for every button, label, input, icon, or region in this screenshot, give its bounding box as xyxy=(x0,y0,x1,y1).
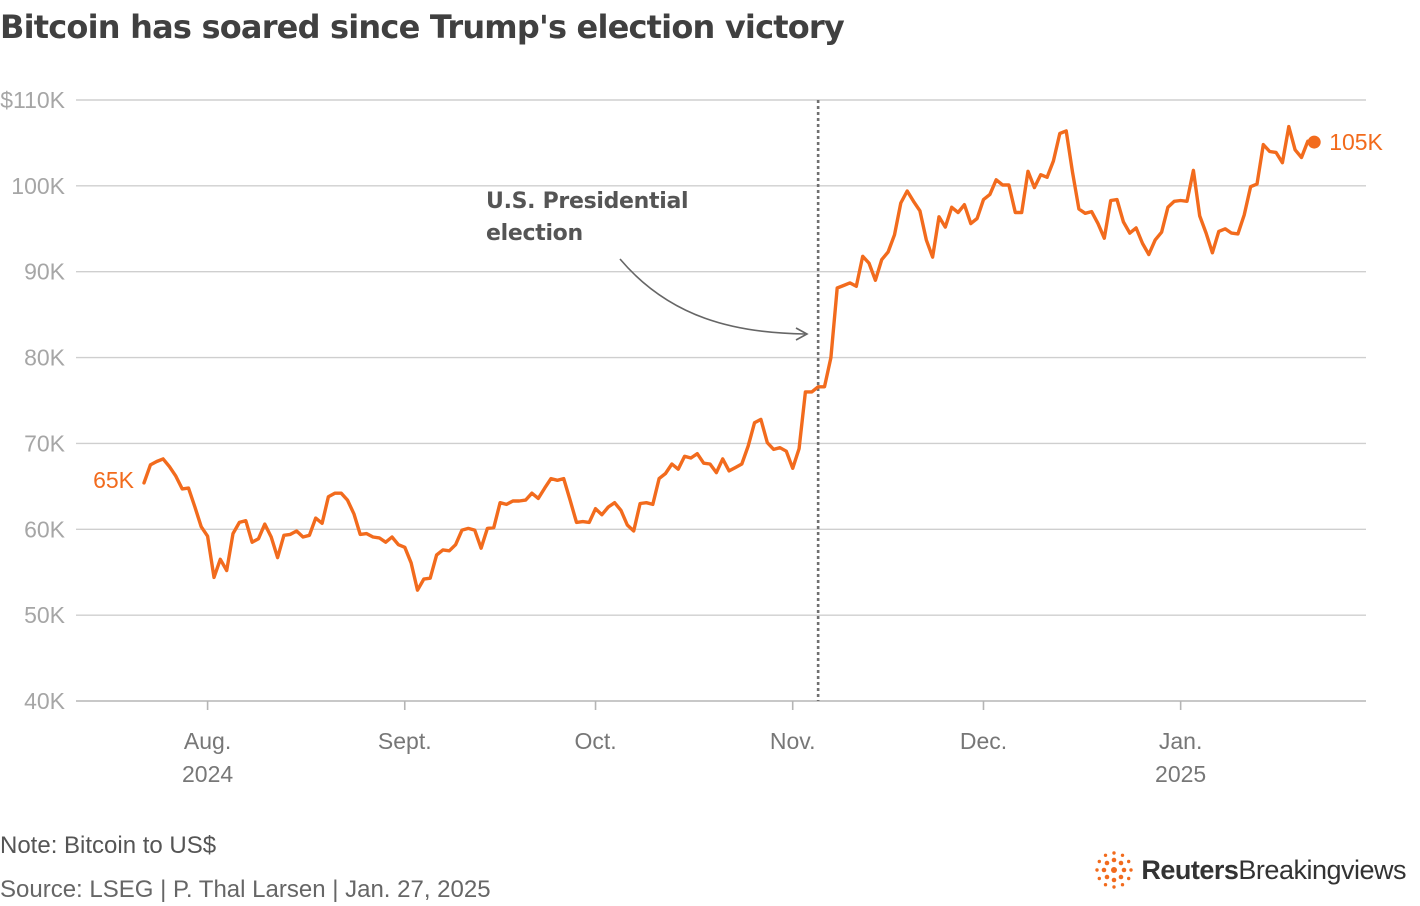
reuters-breakingviews-logo: Reuters Breakingviews xyxy=(1095,851,1406,889)
chart-source: Source: LSEG | P. Thal Larsen | Jan. 27,… xyxy=(0,876,491,903)
logo-sub-text: Breakingviews xyxy=(1238,854,1406,885)
bitcoin-line-chart: $110K 100K 90K 80K 70K 60K 50K 40K Aug. 2024 Sept.… xyxy=(0,87,1383,787)
y-tick-label: 50K xyxy=(24,602,66,628)
x-tick-label: Dec. xyxy=(960,728,1007,754)
start-value-label: 65K xyxy=(93,467,135,493)
election-annotation-label: U.S. Presidential xyxy=(486,189,688,214)
chart-title: Bitcoin has soared since Trump's electio… xyxy=(0,8,845,46)
chart-note: Note: Bitcoin to US$ xyxy=(0,832,217,859)
election-annotation-label: election xyxy=(486,221,583,246)
y-tick-label: 40K xyxy=(24,688,66,714)
x-tick-label: Oct. xyxy=(574,728,616,754)
x-tick-year-label: 2025 xyxy=(1155,761,1206,787)
reuters-dot-ring-icon xyxy=(1095,851,1134,889)
election-annotation-arrowhead xyxy=(795,327,809,341)
x-tick-label: Aug. xyxy=(184,728,231,754)
x-tick-year-label: 2024 xyxy=(182,761,233,787)
logo-brand-text: Reuters xyxy=(1141,854,1239,885)
end-point-marker xyxy=(1307,135,1321,149)
x-tick-label: Jan. xyxy=(1159,728,1202,754)
bitcoin-price-line xyxy=(142,124,1316,592)
x-tick-label: Sept. xyxy=(378,728,432,754)
y-tick-label: 100K xyxy=(11,173,65,199)
y-tick-label: $110K xyxy=(0,87,65,113)
election-annotation-arrow xyxy=(619,258,806,335)
y-tick-label: 60K xyxy=(24,516,66,542)
end-value-label: 105K xyxy=(1329,129,1383,155)
y-tick-label: 90K xyxy=(24,259,66,285)
y-tick-label: 80K xyxy=(24,345,66,371)
y-tick-label: 70K xyxy=(24,430,66,456)
x-tick-label: Nov. xyxy=(770,728,816,754)
